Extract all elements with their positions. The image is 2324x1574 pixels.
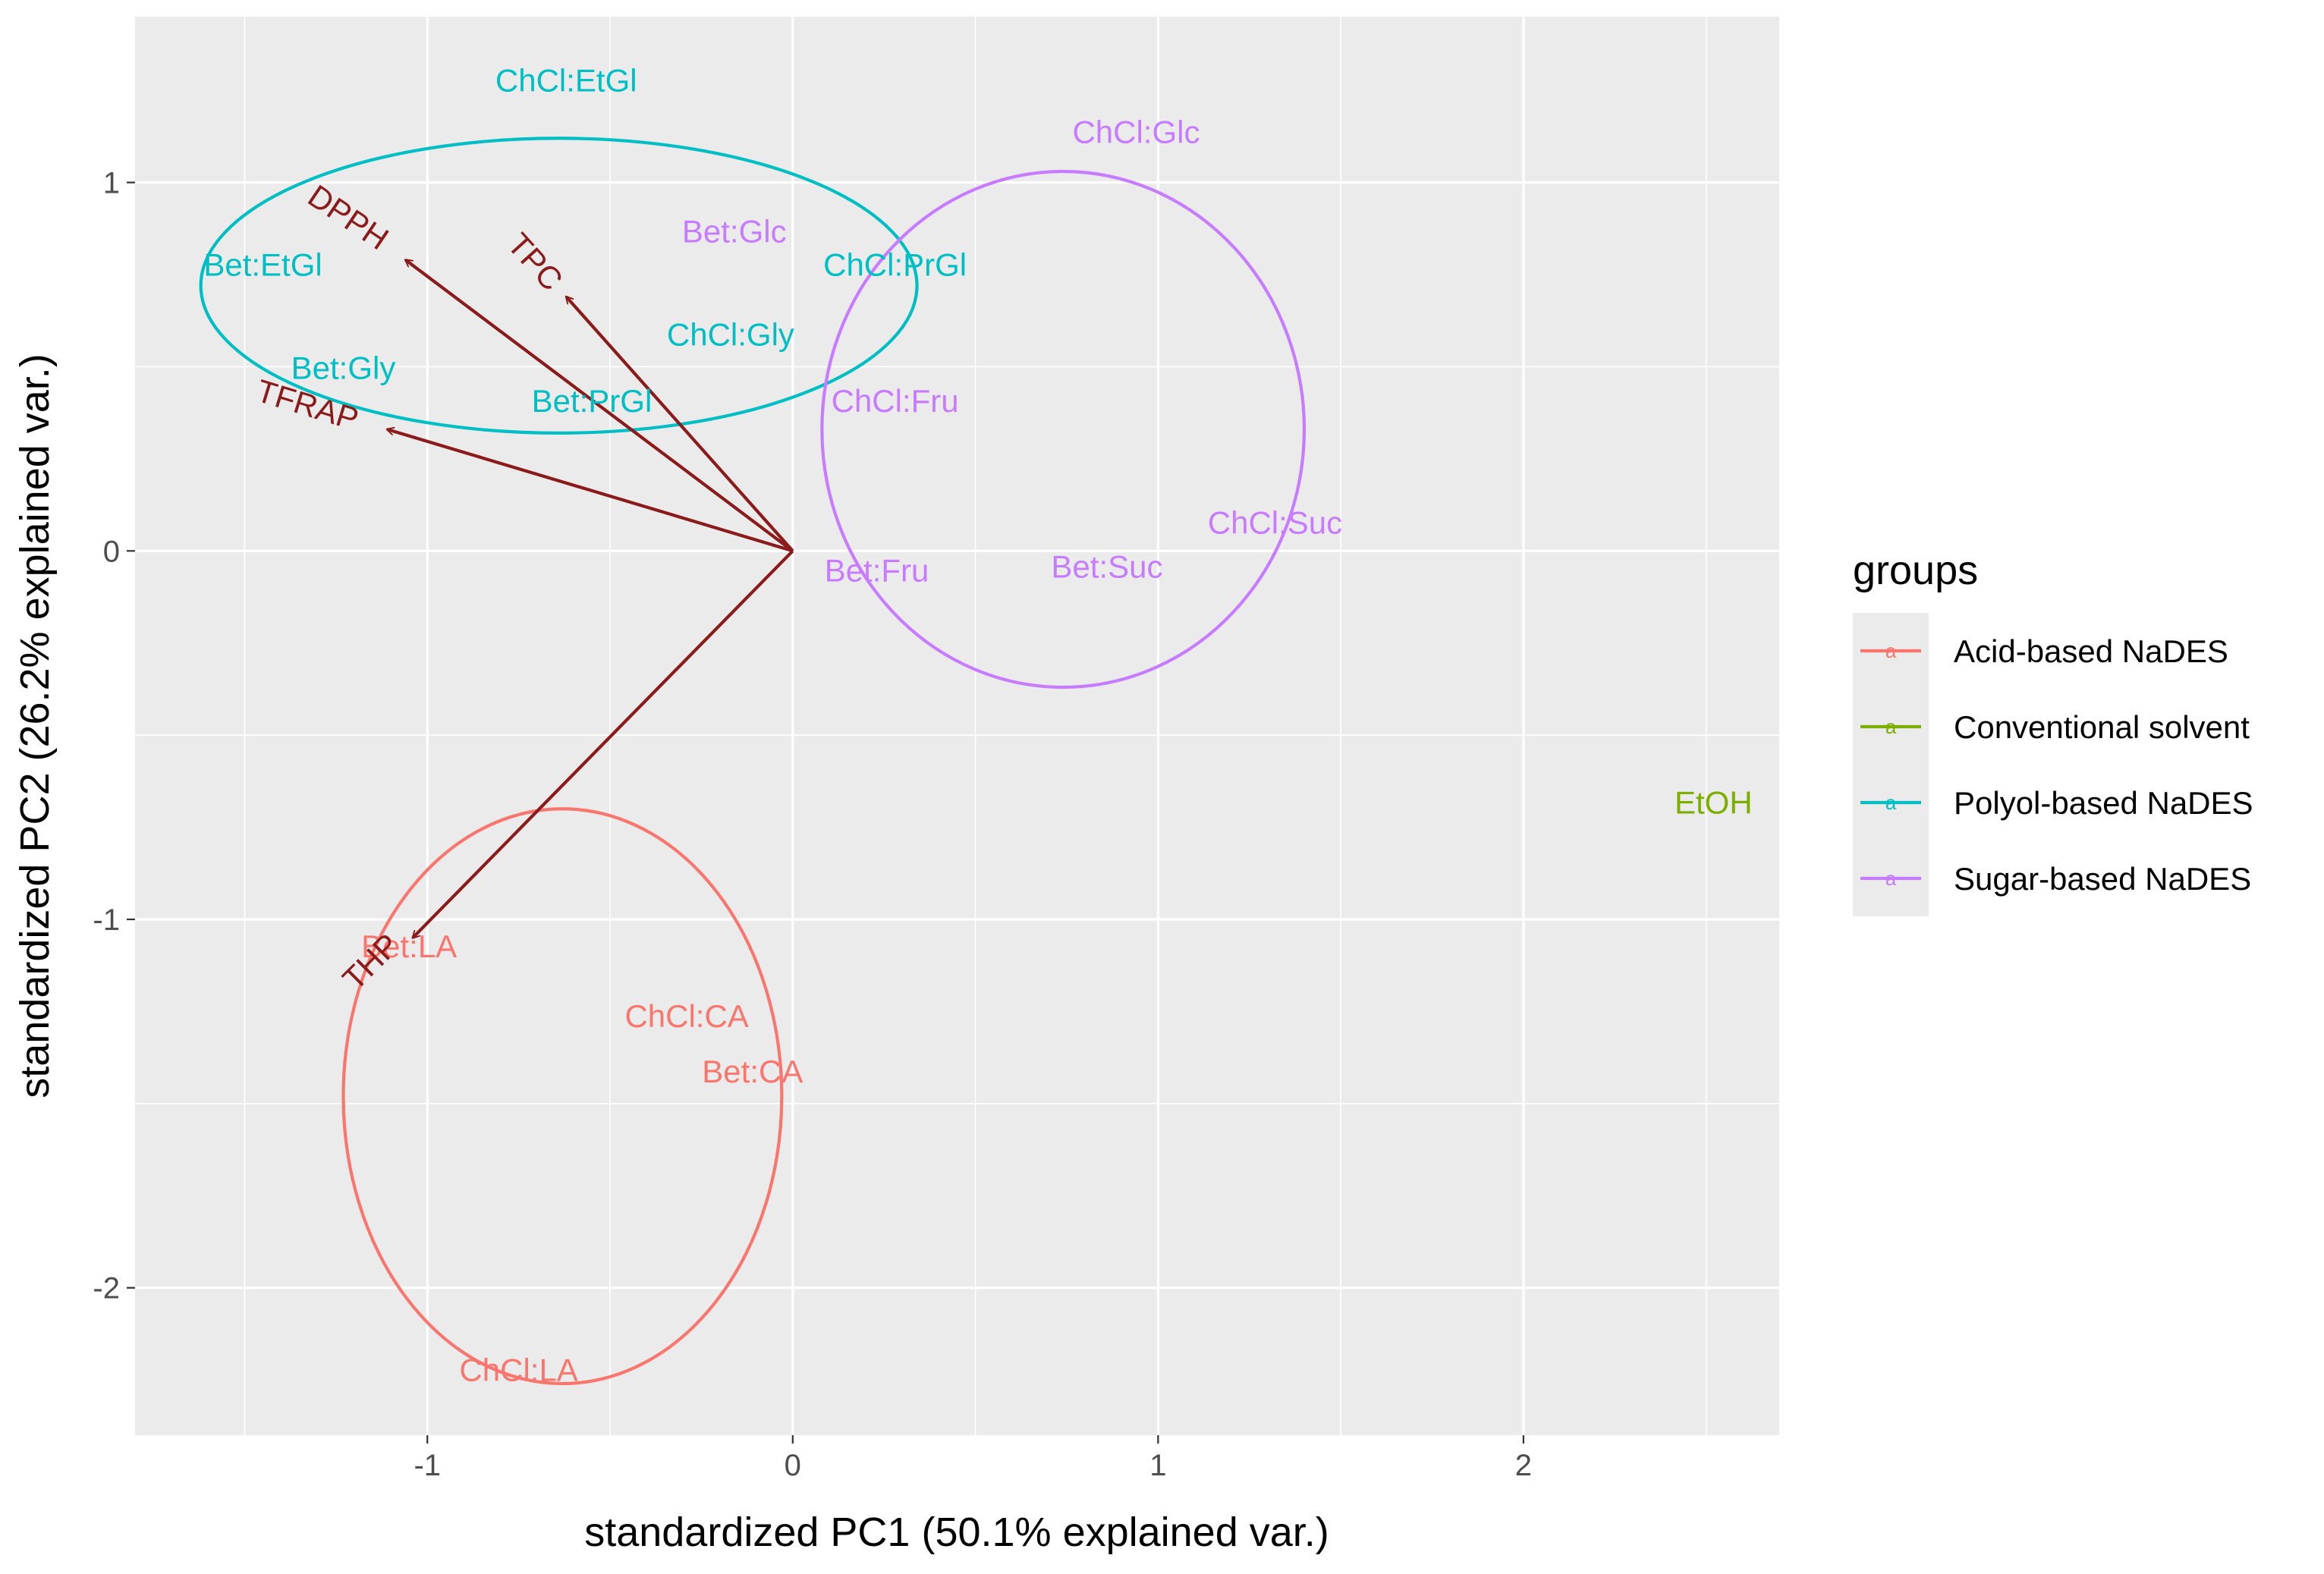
loading-arrow-tpc (566, 297, 794, 552)
ellipse-acid-based-nades (341, 807, 784, 1386)
ellipse-sugar-based-nades (820, 169, 1307, 690)
point-label-bet-prgl: Bet:PrGl (532, 383, 653, 419)
point-label-chcl-gly: ChCl:Gly (667, 317, 794, 353)
y-axis-title: standardized PC2 (26.2% explained var.) (12, 353, 58, 1098)
point-label-chcl-fru: ChCl:Fru (832, 383, 959, 419)
point-label-chcl-etgl: ChCl:EtGl (495, 63, 637, 99)
y-tick-label: -1 (93, 903, 120, 937)
x-tick-label: -1 (414, 1449, 441, 1482)
ellipse-polyol-based-nades (199, 137, 919, 435)
legend-label-sugar-based-nades: Sugar-based NaDES (1954, 861, 2251, 897)
plot-panel (135, 17, 1779, 1435)
point-label-bet-glc: Bet:Glc (682, 214, 787, 250)
y-tick-label: 1 (103, 167, 120, 200)
point-label-bet-gly: Bet:Gly (291, 350, 396, 385)
point-label-chcl-la: ChCl:LA (459, 1353, 577, 1388)
point-label-chcl-ca: ChCl:CA (624, 998, 748, 1034)
point-label-chcl-prgl: ChCl:PrGl (823, 247, 967, 282)
major-gridlines (135, 17, 1779, 1435)
group-ellipses (199, 137, 1307, 1386)
point-label-bet-suc: Bet:Suc (1051, 549, 1162, 585)
x-axis-ticks: -1 0 1 2 (414, 1435, 1532, 1482)
point-label-bet-ca: Bet:CA (702, 1054, 803, 1089)
sample-labels: ChCl:EtGl Bet:EtGl Bet:Gly ChCl:Gly Bet:PrGl… (203, 63, 1752, 1388)
x-tick-label: 1 (1149, 1449, 1166, 1482)
legend-title: groups (1853, 548, 1978, 593)
legend-label-conventional-solvent: Conventional solvent (1954, 709, 2250, 745)
y-axis-ticks: -2 -1 0 1 (93, 167, 135, 1305)
point-label-bet-la: Bet:LA (361, 928, 457, 964)
legend-key-glyph: a (1885, 715, 1897, 738)
point-label-etoh: EtOH (1675, 785, 1753, 821)
legend: groups a Acid-based NaDES a Conventional so… (1853, 548, 2253, 916)
loading-arrow-thp (413, 549, 794, 938)
minor-gridlines (135, 17, 1779, 1435)
point-label-bet-fru: Bet:Fru (825, 553, 929, 589)
legend-key-glyph: a (1885, 791, 1897, 814)
x-tick-label: 0 (785, 1449, 801, 1482)
legend-label-polyol-based-nades: Polyol-based NaDES (1954, 785, 2253, 821)
legend-keys-background (1853, 613, 1929, 916)
y-tick-label: 0 (103, 535, 120, 568)
legend-key-glyph: a (1885, 867, 1897, 890)
legend-label-acid-based-nades: Acid-based NaDES (1954, 633, 2228, 669)
loading-arrow-dpph (405, 258, 794, 552)
x-axis-title: standardized PC1 (50.1% explained var.) (584, 1510, 1329, 1555)
point-label-chcl-suc: ChCl:Suc (1208, 504, 1342, 540)
point-label-bet-etgl: Bet:EtGl (203, 247, 322, 282)
point-label-chcl-glc: ChCl:Glc (1072, 115, 1200, 150)
loading-arrow-tfrap (387, 429, 794, 553)
legend-key-glyph: a (1885, 639, 1897, 662)
x-tick-label: 2 (1515, 1449, 1532, 1482)
loading-arrows (387, 258, 794, 938)
y-tick-label: -2 (93, 1272, 120, 1305)
